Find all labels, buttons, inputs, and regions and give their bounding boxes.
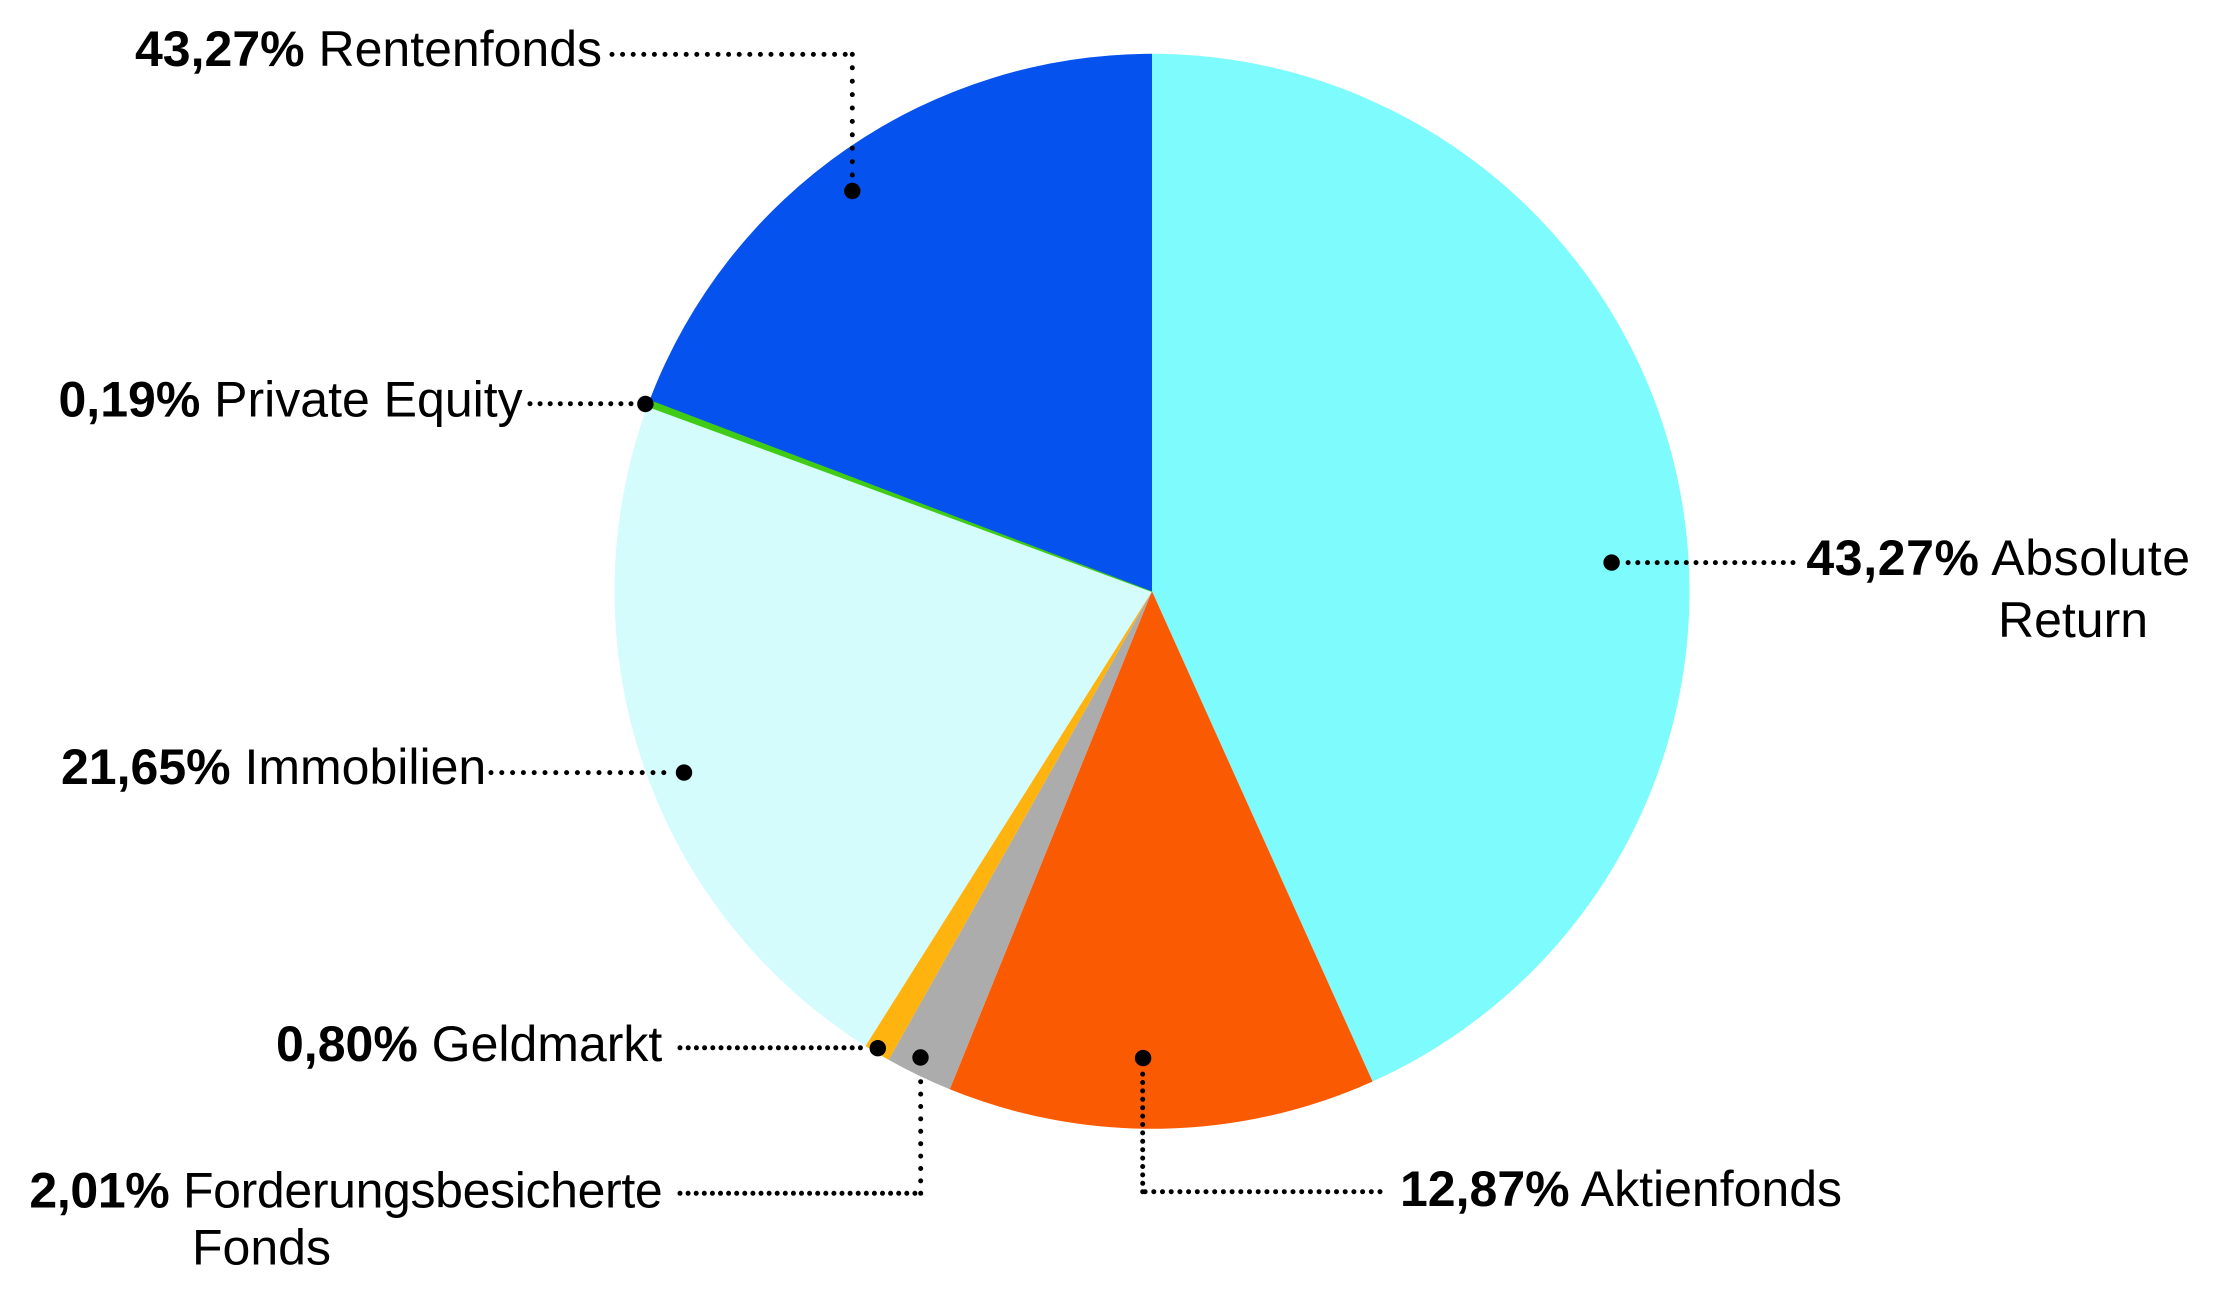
svg-text:Fonds: Fonds: [192, 1219, 331, 1275]
svg-text:12,87% Aktienfonds: 12,87% Aktienfonds: [1400, 1161, 1842, 1217]
svg-text:21,65% Immobilien: 21,65% Immobilien: [61, 739, 486, 795]
svg-text:Return: Return: [1998, 592, 2148, 648]
svg-text:43,27% Rentenfonds: 43,27% Rentenfonds: [135, 21, 602, 77]
svg-text:43,27% Absolute: 43,27% Absolute: [1806, 530, 2190, 586]
svg-text:2,01% Forderungsbesicherte: 2,01% Forderungsbesicherte: [29, 1162, 662, 1218]
svg-text:0,80% Geldmarkt: 0,80% Geldmarkt: [276, 1016, 662, 1072]
svg-text:0,19% Private Equity: 0,19% Private Equity: [59, 372, 523, 428]
